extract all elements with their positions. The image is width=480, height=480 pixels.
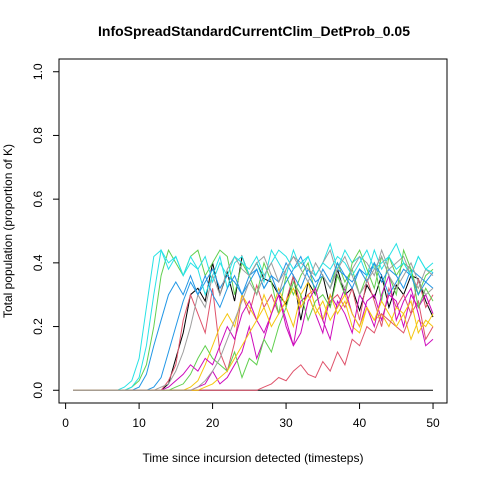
chart-title: InfoSpreadStandardCurrentClim_DetProb_0.… — [98, 23, 410, 39]
series-line-16 — [73, 255, 434, 391]
x-axis: 0 10 20 30 40 50 — [62, 402, 440, 430]
plot-frame — [58, 58, 448, 404]
x-tick-label: 10 — [132, 416, 146, 430]
x-axis-label: Time since incursion detected (timesteps… — [143, 451, 364, 465]
x-tick-label: 30 — [279, 416, 293, 430]
y-tick-label: 1.0 — [31, 63, 45, 80]
y-tick-label: 0.4 — [31, 254, 45, 271]
series-line-15 — [73, 287, 434, 391]
y-tick-label: 0.2 — [31, 318, 45, 335]
y-tick-label: 0.8 — [31, 127, 45, 144]
series-layer — [73, 242, 434, 391]
series-line-14 — [73, 273, 434, 391]
series-line-6 — [73, 286, 434, 391]
x-tick-label: 40 — [353, 416, 367, 430]
x-tick-label: 20 — [206, 416, 220, 430]
y-axis: 0.0 0.2 0.4 0.6 0.8 1.0 — [31, 63, 60, 399]
series-line-2 — [73, 273, 434, 391]
x-tick-label: 50 — [426, 416, 440, 430]
y-axis-label: Total population (proportion of K) — [1, 144, 15, 318]
y-tick-label: 0.0 — [31, 382, 45, 399]
x-tick-label: 0 — [62, 416, 69, 430]
y-tick-label: 0.6 — [31, 190, 45, 207]
series-line-13 — [73, 248, 434, 391]
